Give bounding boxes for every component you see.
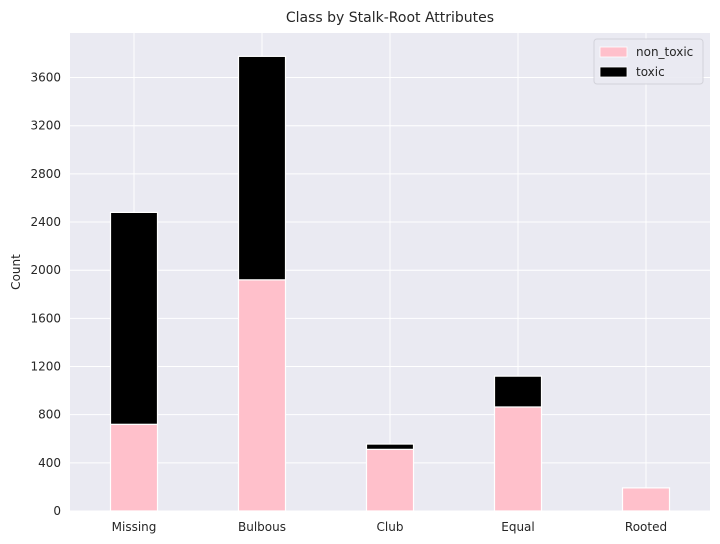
- x-tick-label: Bulbous: [238, 520, 286, 534]
- bar-non_toxic-missing: [109, 423, 159, 512]
- y-tick-label: 800: [38, 408, 61, 422]
- x-axis-ticks: Missing Bulbous Club Equal Rooted: [112, 520, 667, 534]
- y-tick-label: 1600: [30, 311, 61, 325]
- y-tick-label: 1200: [30, 360, 61, 374]
- bar-toxic-missing: [109, 211, 159, 425]
- bar-toxic-bulbous: [237, 55, 287, 281]
- y-tick-label: 2400: [30, 215, 61, 229]
- bar-non_toxic-bulbous: [237, 279, 287, 512]
- legend-label-non_toxic: non_toxic: [636, 45, 693, 59]
- x-tick-label: Equal: [501, 520, 535, 534]
- y-tick-label: 3600: [30, 71, 61, 85]
- legend-label-toxic: toxic: [636, 65, 665, 79]
- y-tick-label: 2000: [30, 263, 61, 277]
- bar-toxic-equal: [493, 375, 543, 408]
- x-tick-label: Rooted: [625, 520, 667, 534]
- bars: [109, 55, 671, 512]
- bar-toxic-club: [365, 443, 415, 450]
- chart-title: Class by Stalk-Root Attributes: [286, 10, 494, 26]
- y-tick-label: 400: [38, 456, 61, 470]
- y-tick-label: 3200: [30, 119, 61, 133]
- bar-non_toxic-rooted: [621, 487, 671, 512]
- bar-non_toxic-equal: [493, 406, 543, 512]
- legend-swatch-toxic: [599, 66, 628, 78]
- x-tick-label: Missing: [112, 520, 157, 534]
- legend-swatch-non_toxic: [599, 46, 628, 58]
- y-axis-ticks: 0 400 800 1200 1600 2000 2400 2800 3200 3600: [30, 71, 61, 518]
- x-tick-label: Club: [377, 520, 404, 534]
- y-axis-label: Count: [9, 254, 23, 290]
- bar-non_toxic-club: [365, 448, 415, 512]
- y-tick-label: 0: [53, 504, 61, 518]
- y-tick-label: 2800: [30, 167, 61, 181]
